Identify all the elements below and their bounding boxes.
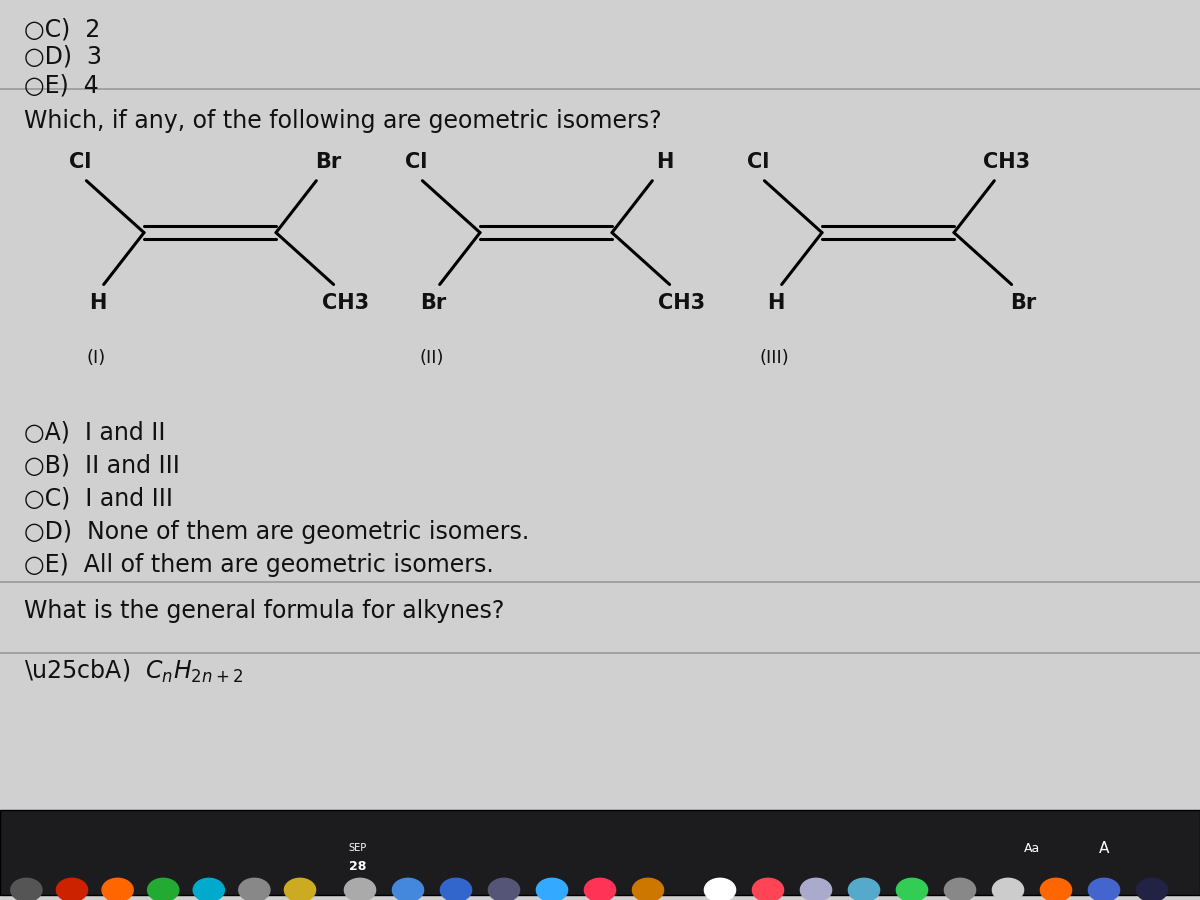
Circle shape [632, 878, 664, 900]
Circle shape [800, 878, 832, 900]
Circle shape [1136, 878, 1168, 900]
Text: (III): (III) [760, 349, 788, 367]
Text: H: H [89, 293, 107, 313]
Text: (I): (I) [86, 349, 106, 367]
Text: 28: 28 [349, 860, 366, 872]
Circle shape [344, 878, 376, 900]
Text: ○B)  II and III: ○B) II and III [24, 454, 180, 478]
Text: SEP: SEP [348, 843, 367, 853]
Text: H: H [767, 293, 785, 313]
Circle shape [896, 878, 928, 900]
Circle shape [102, 878, 133, 900]
Text: Br: Br [420, 293, 446, 313]
Text: Aa: Aa [1024, 842, 1040, 855]
Text: Cl: Cl [748, 152, 769, 172]
Circle shape [488, 878, 520, 900]
FancyBboxPatch shape [0, 810, 1200, 895]
Circle shape [1040, 878, 1072, 900]
Circle shape [536, 878, 568, 900]
Text: \u25cbA)  $C_nH_{2n+2}$: \u25cbA) $C_nH_{2n+2}$ [24, 658, 242, 685]
Text: Br: Br [1010, 293, 1037, 313]
Circle shape [944, 878, 976, 900]
Text: ○A)  I and II: ○A) I and II [24, 420, 166, 445]
Text: Cl: Cl [70, 152, 91, 172]
Circle shape [392, 878, 424, 900]
Circle shape [56, 878, 88, 900]
Text: ○E)  All of them are geometric isomers.: ○E) All of them are geometric isomers. [24, 553, 493, 577]
Circle shape [1088, 878, 1120, 900]
Text: Cl: Cl [406, 152, 427, 172]
Text: CH3: CH3 [983, 152, 1030, 172]
Circle shape [239, 878, 270, 900]
Text: ○C)  2: ○C) 2 [24, 18, 101, 42]
Circle shape [584, 878, 616, 900]
Text: ○D)  None of them are geometric isomers.: ○D) None of them are geometric isomers. [24, 520, 529, 544]
Circle shape [440, 878, 472, 900]
Circle shape [752, 878, 784, 900]
Circle shape [11, 878, 42, 900]
Text: ○D)  3: ○D) 3 [24, 45, 102, 68]
Text: ○E)  4: ○E) 4 [24, 74, 98, 97]
Circle shape [148, 878, 179, 900]
Text: (II): (II) [420, 349, 444, 367]
Text: ○C)  I and III: ○C) I and III [24, 487, 173, 510]
Text: CH3: CH3 [658, 293, 706, 313]
Text: CH3: CH3 [322, 293, 370, 313]
Text: H: H [655, 152, 673, 172]
Circle shape [704, 878, 736, 900]
Circle shape [848, 878, 880, 900]
Circle shape [193, 878, 224, 900]
Text: Br: Br [316, 152, 342, 172]
Text: Which, if any, of the following are geometric isomers?: Which, if any, of the following are geom… [24, 109, 661, 133]
Circle shape [284, 878, 316, 900]
Circle shape [992, 878, 1024, 900]
Text: A: A [1099, 841, 1109, 856]
Text: What is the general formula for alkynes?: What is the general formula for alkynes? [24, 599, 504, 624]
